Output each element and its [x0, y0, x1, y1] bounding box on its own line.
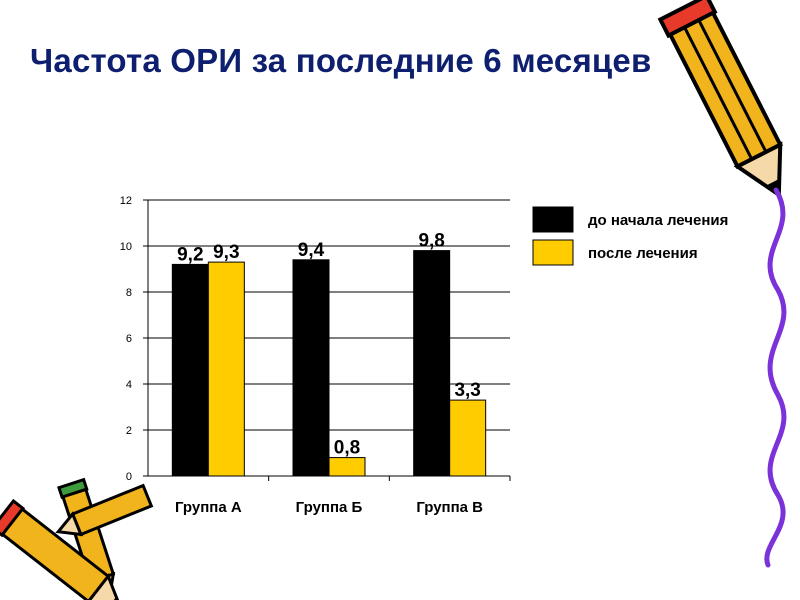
data-label: 3,3: [454, 380, 480, 401]
bar-after: [449, 399, 487, 477]
bar-after: [328, 457, 366, 477]
bar-before: [413, 250, 451, 477]
data-label: 0,8: [334, 438, 360, 459]
squiggle-decoration: [764, 187, 787, 568]
y-tick-label: 10: [120, 241, 132, 253]
y-tick-label: 2: [126, 425, 132, 437]
bar-before: [171, 263, 209, 477]
y-tick-label: 8: [126, 287, 132, 299]
y-tick-label: 4: [126, 379, 132, 391]
slide-title: Частота ОРИ за последние 6 месяцев: [30, 42, 652, 79]
x-category-label: Группа В: [416, 499, 483, 516]
data-labels: 9,2 9,3 9,4 0,8 9,8 3,3: [177, 231, 481, 459]
x-category-label: Группа А: [175, 499, 242, 516]
bars: [171, 250, 487, 477]
bar-before: [292, 259, 330, 477]
data-label: 9,3: [213, 242, 239, 263]
legend-swatch: [532, 239, 574, 266]
legend: до начала лечения после лечения: [532, 206, 728, 266]
legend-label: после лечения: [588, 245, 698, 262]
data-label: 9,2: [177, 244, 203, 265]
y-tick-label: 6: [126, 333, 132, 345]
y-tick-label: 12: [120, 195, 132, 207]
x-category-label: Группа Б: [296, 499, 363, 516]
data-label: 9,4: [298, 240, 325, 261]
pencils-bundle-icon: [0, 477, 154, 600]
legend-swatch: [532, 206, 574, 233]
legend-label: до начала лечения: [588, 212, 728, 229]
data-label: 9,8: [418, 231, 444, 252]
y-tick-label: 0: [126, 471, 132, 483]
bar-after: [207, 261, 245, 477]
